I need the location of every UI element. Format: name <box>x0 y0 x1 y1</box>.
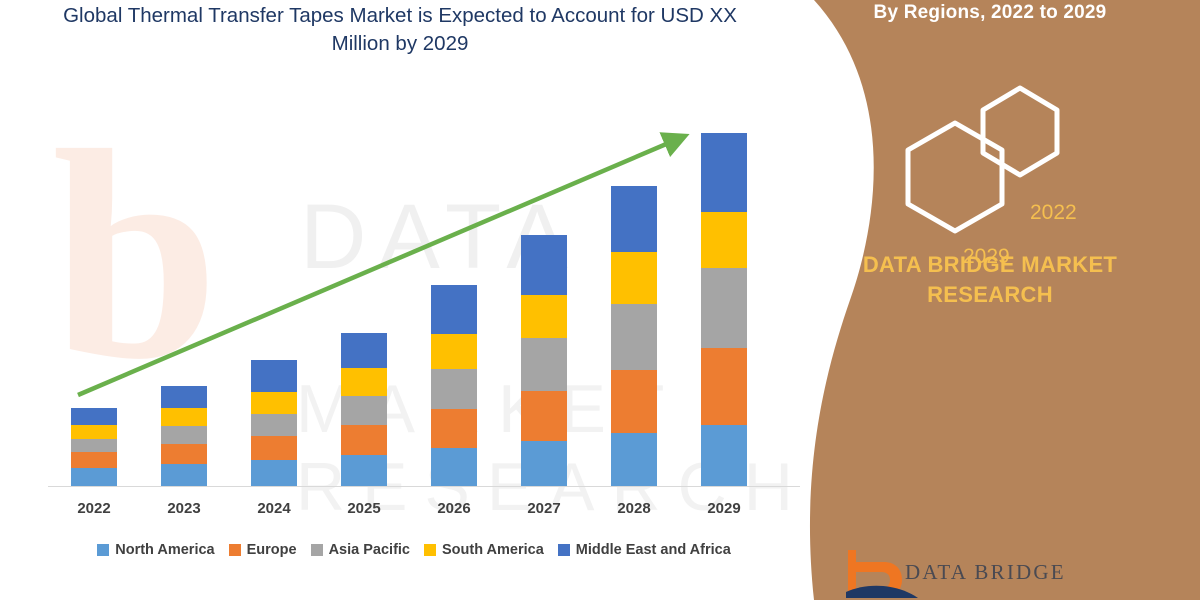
bar-segment-europe[interactable] <box>611 370 657 433</box>
x-axis-line <box>48 486 800 487</box>
legend-label: Asia Pacific <box>328 542 410 558</box>
bar-2028[interactable] <box>611 186 657 486</box>
hexagon-2029-label: 2029 <box>963 245 1010 268</box>
bar-2025[interactable] <box>341 333 387 486</box>
x-label-2023: 2023 <box>167 500 201 517</box>
bar-segment-asia-pacific[interactable] <box>71 439 117 452</box>
bar-segment-south-america[interactable] <box>161 408 207 426</box>
bar-segment-south-america[interactable] <box>251 392 297 414</box>
bar-segment-middle-east-and-africa[interactable] <box>521 235 567 295</box>
bar-segment-north-america[interactable] <box>71 468 117 486</box>
data-bridge-logo <box>846 550 918 598</box>
growth-arrow-icon <box>77 132 690 398</box>
bar-segment-north-america[interactable] <box>431 448 477 486</box>
x-label-2022: 2022 <box>77 500 111 517</box>
legend-swatch-icon <box>310 544 323 556</box>
x-label-2025: 2025 <box>347 500 381 517</box>
hexagon-2022-label: 2022 <box>1030 201 1077 224</box>
x-label-2028: 2028 <box>617 500 651 517</box>
x-label-2026: 2026 <box>437 500 471 517</box>
bar-segment-south-america[interactable] <box>521 295 567 338</box>
bar-segment-middle-east-and-africa[interactable] <box>431 285 477 334</box>
bar-2027[interactable] <box>521 235 567 486</box>
panel-title: By Regions, 2022 to 2029 <box>873 2 1107 23</box>
bar-segment-middle-east-and-africa[interactable] <box>701 133 747 212</box>
bar-segment-north-america[interactable] <box>611 433 657 486</box>
bar-segment-asia-pacific[interactable] <box>431 369 477 409</box>
x-label-2029: 2029 <box>707 500 741 517</box>
brand-name: DATA BRIDGE MARKET RESEARCH <box>862 252 1118 307</box>
bar-segment-asia-pacific[interactable] <box>161 426 207 444</box>
bar-2022[interactable] <box>71 408 117 486</box>
legend-swatch-icon <box>557 544 570 556</box>
bar-segment-asia-pacific[interactable] <box>611 304 657 370</box>
bar-segment-europe[interactable] <box>431 409 477 448</box>
bar-segment-middle-east-and-africa[interactable] <box>71 408 117 425</box>
page-title: Global Thermal Transfer Tapes Market is … <box>63 4 737 55</box>
hexagon-badges: 2022 2029 <box>780 80 1200 268</box>
hexagon-2022 <box>980 85 1060 178</box>
bar-segment-north-america[interactable] <box>161 464 207 486</box>
bar-segment-south-america[interactable] <box>611 252 657 304</box>
bar-segment-europe[interactable] <box>701 348 747 425</box>
legend-item-north-america[interactable]: North America <box>97 542 215 558</box>
legend-item-south-america[interactable]: South America <box>424 542 544 558</box>
bar-segment-asia-pacific[interactable] <box>251 414 297 436</box>
hexagon-2029 <box>905 120 1005 234</box>
legend-item-europe[interactable]: Europe <box>228 542 297 558</box>
bar-segment-north-america[interactable] <box>521 441 567 486</box>
legend-item-middle-east-and-africa[interactable]: Middle East and Africa <box>557 542 731 558</box>
bar-segment-south-america[interactable] <box>701 212 747 268</box>
bar-segment-north-america[interactable] <box>701 425 747 486</box>
bar-segment-asia-pacific[interactable] <box>701 268 747 348</box>
legend-label: South America <box>442 542 544 558</box>
right-brand-panel: By Regions, 2022 to 2029 2022 2029 DATA … <box>780 0 1200 600</box>
legend-label: Middle East and Africa <box>575 542 731 558</box>
legend-label: Europe <box>246 542 297 558</box>
stacked-bar-chart: 2022 2023 2024 2025 2026 2027 2028 2029 <box>48 132 800 517</box>
bar-2024[interactable] <box>251 360 297 486</box>
bar-segment-north-america[interactable] <box>251 460 297 486</box>
bar-segment-middle-east-and-africa[interactable] <box>611 186 657 252</box>
bar-segment-north-america[interactable] <box>341 455 387 486</box>
bar-segment-asia-pacific[interactable] <box>521 338 567 391</box>
legend-label: North America <box>115 542 215 558</box>
bar-segment-europe[interactable] <box>71 452 117 468</box>
chart-legend: North America Europe Asia Pacific South Ame… <box>44 542 784 558</box>
x-label-2027: 2027 <box>527 500 561 517</box>
bar-segment-asia-pacific[interactable] <box>341 396 387 425</box>
x-label-2024: 2024 <box>257 500 291 517</box>
bar-2026[interactable] <box>431 285 477 486</box>
legend-swatch-icon <box>228 544 241 556</box>
bar-2023[interactable] <box>161 386 207 486</box>
bar-segment-europe[interactable] <box>341 425 387 455</box>
bar-segment-middle-east-and-africa[interactable] <box>161 386 207 408</box>
bar-segment-europe[interactable] <box>521 391 567 441</box>
bar-segment-south-america[interactable] <box>71 425 117 439</box>
bar-segment-middle-east-and-africa[interactable] <box>251 360 297 392</box>
bar-segment-south-america[interactable] <box>431 334 477 369</box>
bar-2029[interactable] <box>701 133 747 486</box>
legend-item-asia-pacific[interactable]: Asia Pacific <box>310 542 410 558</box>
bar-segment-south-america[interactable] <box>341 368 387 396</box>
bar-segment-middle-east-and-africa[interactable] <box>341 333 387 368</box>
legend-swatch-icon <box>97 544 110 556</box>
bar-segment-europe[interactable] <box>251 436 297 460</box>
bar-segment-europe[interactable] <box>161 444 207 464</box>
legend-swatch-icon <box>424 544 436 556</box>
logo-text: DATA BRIDGE <box>905 560 1066 584</box>
